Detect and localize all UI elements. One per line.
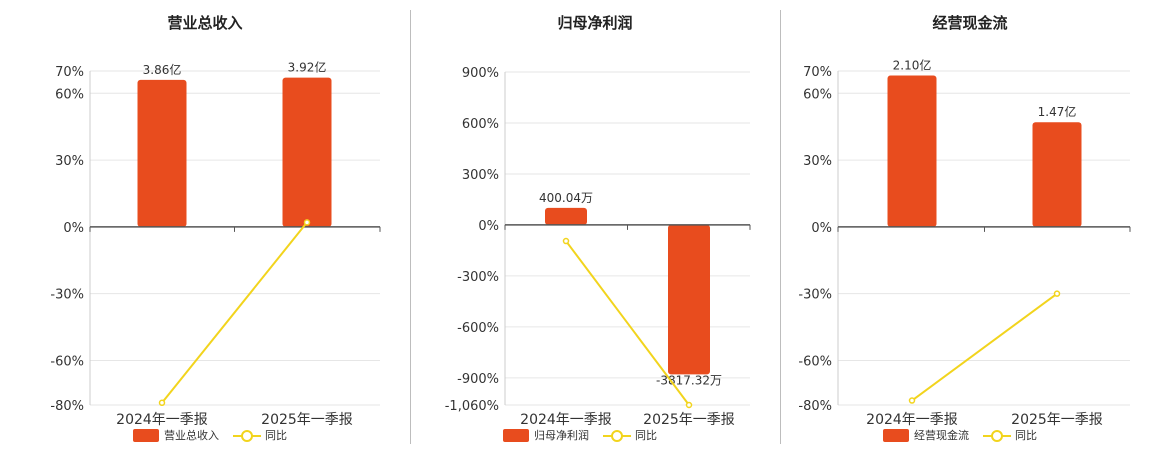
x-tick-label: 2024年一季报 xyxy=(520,412,612,428)
legend-item-bar[interactable]: 营业总收入 xyxy=(133,427,219,443)
line-point xyxy=(158,399,166,407)
legend-item-line[interactable]: 同比 xyxy=(233,427,287,443)
y-tick-label: -900% xyxy=(457,372,499,387)
data-label: 3.92亿 xyxy=(288,60,327,75)
y-tick-label: 70% xyxy=(55,65,84,80)
revenue-chart-panel: 营业总收入 70% 60% 30% 0% -30% -60% -80% 3.86亿 3.92亿 2… xyxy=(0,0,410,450)
x-tick-label: 2025年一季报 xyxy=(1011,412,1103,428)
bar xyxy=(1032,122,1082,227)
net-profit-chart: 900% 600% 300% 0% -300% -600% -900% -1,060% 400.… xyxy=(445,66,751,428)
chart-legend: 经营现金流 同比 xyxy=(883,427,1051,443)
legend-item-bar[interactable]: 归母净利润 xyxy=(503,427,589,443)
y-tick-label: 30% xyxy=(803,154,832,169)
panel-divider xyxy=(780,10,781,444)
legend-bar-swatch xyxy=(503,428,529,442)
bar xyxy=(545,207,587,225)
legend-item-line[interactable]: 同比 xyxy=(603,427,657,443)
data-label: 1.47亿 xyxy=(1038,104,1077,119)
legend-label: 经营现金流 xyxy=(914,429,969,442)
x-tick-label: 2024年一季报 xyxy=(116,412,208,428)
y-tick-label: -80% xyxy=(798,399,832,414)
revenue-chart: 70% 60% 30% 0% -30% -60% -80% 3.86亿 3.92亿 2024年一季… xyxy=(50,60,381,428)
series-line xyxy=(565,240,690,406)
y-tick-label: -1,060% xyxy=(445,399,499,414)
y-tick-label: 60% xyxy=(55,87,84,102)
legend-bar-swatch xyxy=(883,428,909,442)
y-tick-label: 70% xyxy=(803,65,832,80)
y-tick-label: -60% xyxy=(50,354,84,369)
data-label: 2.10亿 xyxy=(893,57,932,72)
y-tick-label: -600% xyxy=(457,321,499,336)
chart-title: 归母净利润 xyxy=(557,14,633,32)
bar xyxy=(887,75,937,227)
y-tick-label: 30% xyxy=(55,154,84,169)
bar xyxy=(668,224,710,375)
series-line xyxy=(911,292,1058,402)
y-tick-label: 900% xyxy=(462,66,499,81)
legend-item-line[interactable]: 同比 xyxy=(983,427,1037,443)
chart-title: 经营现金流 xyxy=(932,14,1008,32)
y-tick-label: 0% xyxy=(478,219,499,234)
legend-label: 同比 xyxy=(265,429,287,442)
y-tick-label: -30% xyxy=(798,288,832,303)
y-tick-label: 0% xyxy=(63,221,84,236)
line-point xyxy=(685,401,693,409)
legend-bar-swatch xyxy=(133,428,159,442)
net-profit-chart-panel: 归母净利润 900% 600% 300% 0% -300% -600% -900% -1,06… xyxy=(445,14,751,443)
legend-label: 归母净利润 xyxy=(534,429,589,442)
chart-title: 营业总收入 xyxy=(167,14,243,32)
legend-label: 营业总收入 xyxy=(164,429,219,442)
bar xyxy=(137,79,187,227)
bar xyxy=(282,77,332,227)
y-tick-label: 60% xyxy=(803,87,832,102)
y-tick-label: 0% xyxy=(811,221,832,236)
data-label: 3.86亿 xyxy=(143,62,182,77)
y-tick-label: -80% xyxy=(50,399,84,414)
x-tick-label: 2025年一季报 xyxy=(261,412,353,428)
legend-line-swatch xyxy=(983,429,1011,442)
line-point xyxy=(1053,290,1061,297)
line-point xyxy=(303,219,311,226)
line-point xyxy=(908,397,916,404)
y-tick-label: 300% xyxy=(462,168,499,183)
legend-line-swatch xyxy=(603,429,631,442)
y-tick-label: -60% xyxy=(798,354,832,369)
series-line xyxy=(161,221,308,404)
y-tick-label: -300% xyxy=(457,270,499,285)
legend-item-bar[interactable]: 经营现金流 xyxy=(883,427,969,443)
data-label: 400.04万 xyxy=(539,191,593,205)
y-tick-label: 600% xyxy=(462,117,499,132)
legend-line-swatch xyxy=(233,429,261,442)
legend-label: 同比 xyxy=(635,429,657,442)
x-tick-label: 2025年一季报 xyxy=(643,412,735,428)
legend-label: 同比 xyxy=(1015,429,1037,442)
chart-legend: 归母净利润 同比 xyxy=(503,427,671,443)
panel-divider xyxy=(410,10,411,444)
x-tick-label: 2024年一季报 xyxy=(866,412,958,428)
y-tick-label: -30% xyxy=(50,288,84,303)
line-point xyxy=(562,237,570,245)
chart-legend: 营业总收入 同比 xyxy=(133,427,301,443)
